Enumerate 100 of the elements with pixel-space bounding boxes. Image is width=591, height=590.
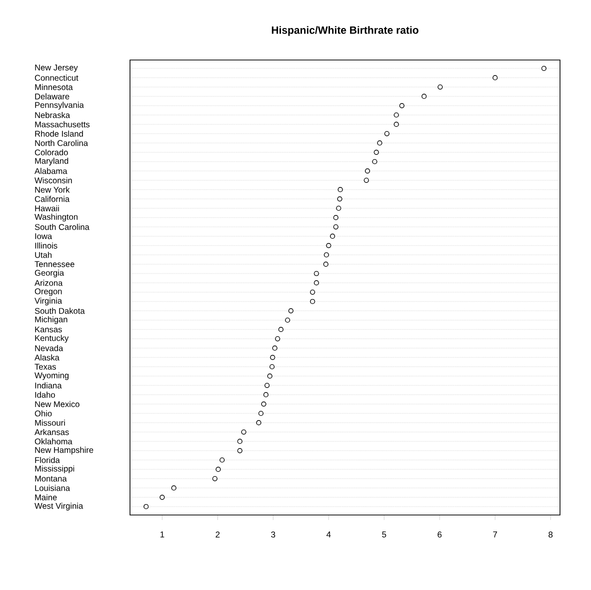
y-tick-label: Ohio — [34, 410, 52, 416]
y-tick-label: Louisiana — [35, 484, 70, 492]
y-tick-label: Minnesota — [35, 84, 73, 90]
point — [399, 103, 404, 108]
y-tick-label: Rhode Island — [35, 130, 83, 137]
y-tick-label: New Hampshire — [35, 446, 94, 455]
x-tick-label: 8 — [548, 532, 553, 538]
point — [270, 354, 276, 360]
point — [314, 280, 319, 286]
y-tick-label: New York — [35, 186, 70, 193]
y-tick-label: Florida — [35, 456, 60, 464]
point — [144, 504, 149, 510]
y-tick-label: South Dakota — [34, 308, 85, 314]
y-tick-label: Massachusetts — [35, 121, 90, 128]
y-tick-label: New Jersey — [35, 64, 78, 72]
y-tick-label: Arkansas — [34, 428, 69, 436]
y-tick-label: Missouri — [35, 420, 65, 426]
point — [333, 215, 338, 220]
point — [220, 457, 225, 463]
point — [422, 94, 427, 99]
point — [216, 466, 221, 472]
y-tick-label: Arizona — [34, 280, 63, 286]
point — [288, 308, 294, 314]
point — [324, 252, 329, 258]
point — [269, 364, 275, 370]
y-tick-label: Maine — [35, 494, 57, 500]
chart-title: Hispanic/White Birthrate ratio — [272, 26, 418, 36]
point — [364, 168, 370, 174]
point — [278, 326, 284, 332]
x-tick-label: 6 — [438, 532, 442, 538]
y-tick-label: Pennsylvania — [35, 102, 84, 110]
y-tick-label: Wyoming — [34, 372, 69, 380]
y-tick-label: Iowa — [35, 233, 52, 240]
point — [237, 448, 242, 454]
point — [264, 382, 270, 388]
point — [212, 476, 218, 482]
point — [338, 187, 343, 192]
y-tick-label: North Carolina — [35, 140, 88, 146]
y-tick-label: Wisconsin — [34, 177, 72, 184]
point — [372, 159, 378, 164]
point — [384, 131, 390, 136]
y-tick-label: Tennessee — [34, 261, 74, 268]
x-tick-label: 7 — [493, 532, 498, 538]
x-tick-label: 1 — [160, 532, 164, 538]
point — [285, 318, 290, 323]
point — [364, 178, 369, 183]
y-tick-label: Montana — [35, 476, 67, 482]
point — [438, 84, 443, 90]
point — [374, 150, 379, 155]
y-tick-label: Connecticut — [34, 74, 78, 81]
x-tick-label: 4 — [326, 532, 331, 538]
y-tick-label: Virginia — [34, 298, 62, 306]
point — [541, 66, 546, 71]
y-tick-label: South Carolina — [34, 224, 90, 230]
y-tick-label: Colorado — [34, 149, 68, 156]
point — [256, 420, 262, 426]
point — [330, 234, 336, 239]
point — [171, 485, 176, 491]
y-tick-label: Georgia — [34, 270, 64, 278]
point — [326, 242, 332, 248]
y-tick-label: Oregon — [34, 288, 62, 296]
y-tick-label: Oklahoma — [34, 438, 72, 444]
point — [336, 206, 342, 211]
y-tick-label: Maryland — [35, 158, 68, 166]
point — [310, 298, 316, 304]
point — [237, 438, 242, 444]
point — [275, 336, 280, 342]
point — [394, 122, 399, 127]
y-tick-label: Kansas — [35, 326, 62, 332]
y-tick-label: California — [34, 196, 70, 202]
y-tick-label: Delaware — [35, 93, 70, 100]
point — [333, 224, 338, 230]
point — [394, 112, 399, 118]
y-tick-label: Alabama — [34, 168, 68, 174]
x-tick-label: 5 — [382, 532, 386, 538]
point — [160, 494, 165, 500]
y-tick-label: Mississippi — [35, 465, 74, 474]
point — [258, 410, 264, 416]
y-tick-label: Indiana — [35, 382, 62, 388]
y-tick-label: Washington — [34, 214, 78, 222]
point — [272, 346, 278, 351]
y-tick-label: Michigan — [35, 316, 68, 324]
point — [263, 392, 268, 398]
y-tick-label: Idaho — [35, 392, 55, 398]
y-tick-label: Illinois — [35, 242, 58, 249]
point — [337, 196, 342, 202]
point — [310, 290, 316, 295]
y-tick-label: Utah — [35, 252, 52, 258]
x-tick-label: 2 — [216, 532, 220, 538]
point — [377, 140, 382, 146]
point — [314, 270, 319, 276]
y-tick-label: West Virginia — [34, 502, 84, 510]
y-tick-label: Nebraska — [35, 112, 70, 118]
y-tick-label: Nevada — [35, 345, 64, 352]
y-tick-label: Hawaii — [35, 205, 59, 212]
point — [267, 374, 272, 379]
x-tick-label: 3 — [271, 532, 276, 538]
y-tick-label: Texas — [34, 364, 56, 370]
y-tick-label: New Mexico — [35, 401, 80, 408]
y-tick-label: Alaska — [34, 354, 60, 360]
